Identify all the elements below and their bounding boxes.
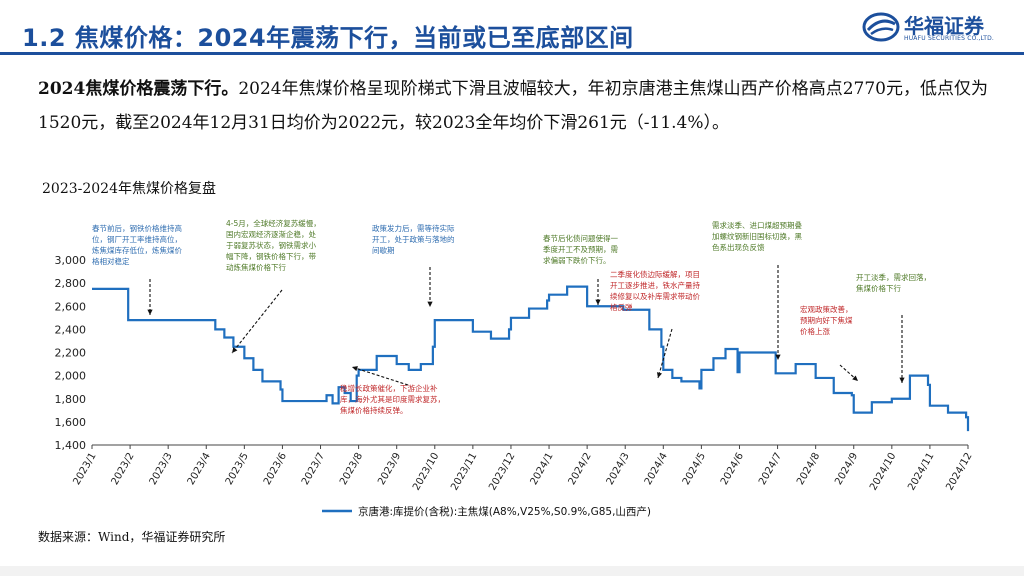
annotation-text: 格相对稳定: [92, 256, 130, 266]
x-tick-label: 2024/10: [868, 451, 898, 492]
annotation-text: 加螺纹钢新旧国标切换，黑: [712, 231, 802, 241]
company-logo: 华福证券 HUAFU SECURITIES CO.,LTD.: [862, 8, 1012, 46]
footer-bar: [0, 566, 1024, 576]
logo-text: 华福证券: [904, 14, 984, 38]
annotation-arrow: [231, 289, 283, 354]
x-tick-label: 2023/10: [411, 451, 441, 492]
annotation-text: 位，钢厂开工率维持高位，: [92, 234, 182, 244]
annotation-text: 幅下降，钢铁价格下行，带: [226, 251, 316, 261]
x-tick-label: 2023/3: [148, 451, 175, 487]
annotation-text: 焦煤价格下行: [856, 283, 901, 293]
x-tick-label: 2024/9: [833, 451, 860, 487]
summary-lead: 2024焦煤价格震荡下行。: [38, 79, 239, 99]
annotation-text: 于弱复苏状态，钢铁需求小: [226, 240, 316, 250]
y-tick-label: 1,400: [55, 439, 87, 452]
annotation-text: 动炼焦煤价格下行: [226, 262, 286, 272]
x-tick-label: 2024/12: [944, 451, 974, 492]
annotation-text: 预期向好下焦煤: [800, 315, 853, 325]
page-title: 1.2 焦煤价格：2024年震荡下行，当前或已至底部区间: [22, 24, 634, 52]
annotation-text: 政策发力后，需等待实际: [372, 223, 455, 233]
x-tick-label: 2024/8: [795, 451, 822, 487]
y-tick-label: 2,800: [55, 277, 87, 290]
annotation-arrowhead: [147, 309, 153, 315]
x-tick-label: 2023/11: [449, 451, 479, 492]
annotation-text: 求偏弱下跌价下行。: [543, 255, 611, 265]
annotation-text: 稳增长政策催化，下游企业补: [340, 383, 438, 393]
x-tick-label: 2024/11: [906, 451, 936, 492]
annotation-text: 价格上涨: [800, 326, 830, 336]
summary-paragraph: 2024焦煤价格震荡下行。2024年焦煤价格呈现阶梯式下滑且波幅较大，年初京唐港…: [38, 72, 988, 140]
y-tick-label: 2,200: [55, 347, 87, 360]
summary-body: 2024年焦煤价格呈现阶梯式下滑且波幅较大，年初京唐港主焦煤山西产价格高点277…: [38, 79, 988, 133]
annotation-arrowhead: [656, 372, 662, 378]
annotation-text: 焦煤价格持续反弹。: [340, 405, 408, 415]
y-tick-label: 1,600: [55, 416, 87, 429]
annotation-text: 间歇期: [372, 245, 395, 255]
x-tick-label: 2024/3: [605, 451, 632, 487]
annotation-text: 库，海外尤其是印度需求复苏，: [340, 394, 445, 404]
y-tick-label: 2,400: [55, 323, 87, 336]
annotation-arrowhead: [899, 377, 905, 383]
annotation-arrowhead: [232, 347, 238, 353]
x-tick-label: 2024/7: [757, 451, 784, 487]
x-tick-label: 2023/12: [487, 451, 517, 492]
logo-subtext: HUAFU SECURITIES CO.,LTD.: [904, 35, 995, 42]
annotation-text: 需求淡季、进口煤超预期叠: [712, 220, 802, 230]
annotation-arrowhead: [595, 299, 601, 305]
title-divider: [0, 52, 1024, 55]
y-tick-label: 3,000: [55, 254, 87, 267]
annotation-text: 格反弹: [610, 302, 633, 312]
x-tick-label: 2024/4: [643, 451, 670, 487]
x-tick-label: 2024/2: [567, 451, 594, 487]
x-tick-label: 2023/1: [71, 451, 98, 487]
series-line: [92, 285, 970, 432]
annotation-text: 续修复以及补库需求带动价: [610, 291, 700, 301]
legend-label: 京唐港:库提价(含税):主焦煤(A8%,V25%,S0.9%,G85,山西产): [358, 505, 651, 518]
annotation-arrowhead: [775, 354, 781, 360]
x-tick-label: 2024/6: [719, 451, 746, 487]
x-tick-label: 2024/5: [681, 451, 708, 487]
annotation-text: 色系出现负反馈: [712, 242, 765, 252]
x-tick-label: 2023/8: [338, 451, 365, 487]
annotation-text: 开工，处于政策与落地的: [372, 234, 455, 244]
annotation-text: 开工逐步推进，铁水产量持: [610, 280, 700, 290]
x-tick-label: 2023/5: [224, 451, 251, 487]
x-tick-label: 2024/1: [529, 451, 556, 487]
x-tick-label: 2023/2: [110, 451, 137, 487]
annotation-arrowhead: [352, 366, 358, 372]
data-source: 数据来源：Wind，华福证券研究所: [38, 530, 226, 544]
annotation-text: 炼焦煤库存低位，炼焦煤价: [92, 245, 182, 255]
y-tick-label: 2,000: [55, 370, 87, 383]
annotation-text: 国内宏观经济逐渐企稳，处: [226, 229, 316, 239]
x-tick-label: 2023/4: [186, 451, 213, 487]
annotation-text: 季度开工不及预期，需: [543, 244, 618, 254]
annotation-arrow: [657, 328, 673, 379]
annotation-text: 开工淡季，需求回落，: [856, 272, 931, 282]
annotation-text: 4-5月，全球经济复苏缓慢，: [226, 218, 321, 228]
annotation-text: 春节后化债问题使得一: [543, 233, 618, 243]
y-tick-label: 1,800: [55, 393, 87, 406]
y-tick-label: 2,600: [55, 300, 87, 313]
annotation-text: 宏观政策改善，: [800, 304, 853, 314]
huafu-logo-icon: [862, 12, 900, 42]
annotation-text: 春节前后，钢铁价格维持高: [92, 223, 182, 233]
annotation-text: 二季度化债边际缓解，项目: [610, 269, 700, 279]
x-tick-label: 2023/6: [262, 451, 289, 487]
x-tick-label: 2023/9: [376, 451, 403, 487]
annotation-arrowhead: [427, 301, 433, 307]
chart-title: 2023-2024年焦煤价格复盘: [42, 181, 216, 197]
price-line-chart: 1,400 1,600 1,800 2,000 2,200 2,400 2,600 2,800…: [55, 218, 975, 518]
x-tick-label: 2023/7: [300, 451, 327, 487]
annotation-arrowhead: [852, 375, 858, 381]
